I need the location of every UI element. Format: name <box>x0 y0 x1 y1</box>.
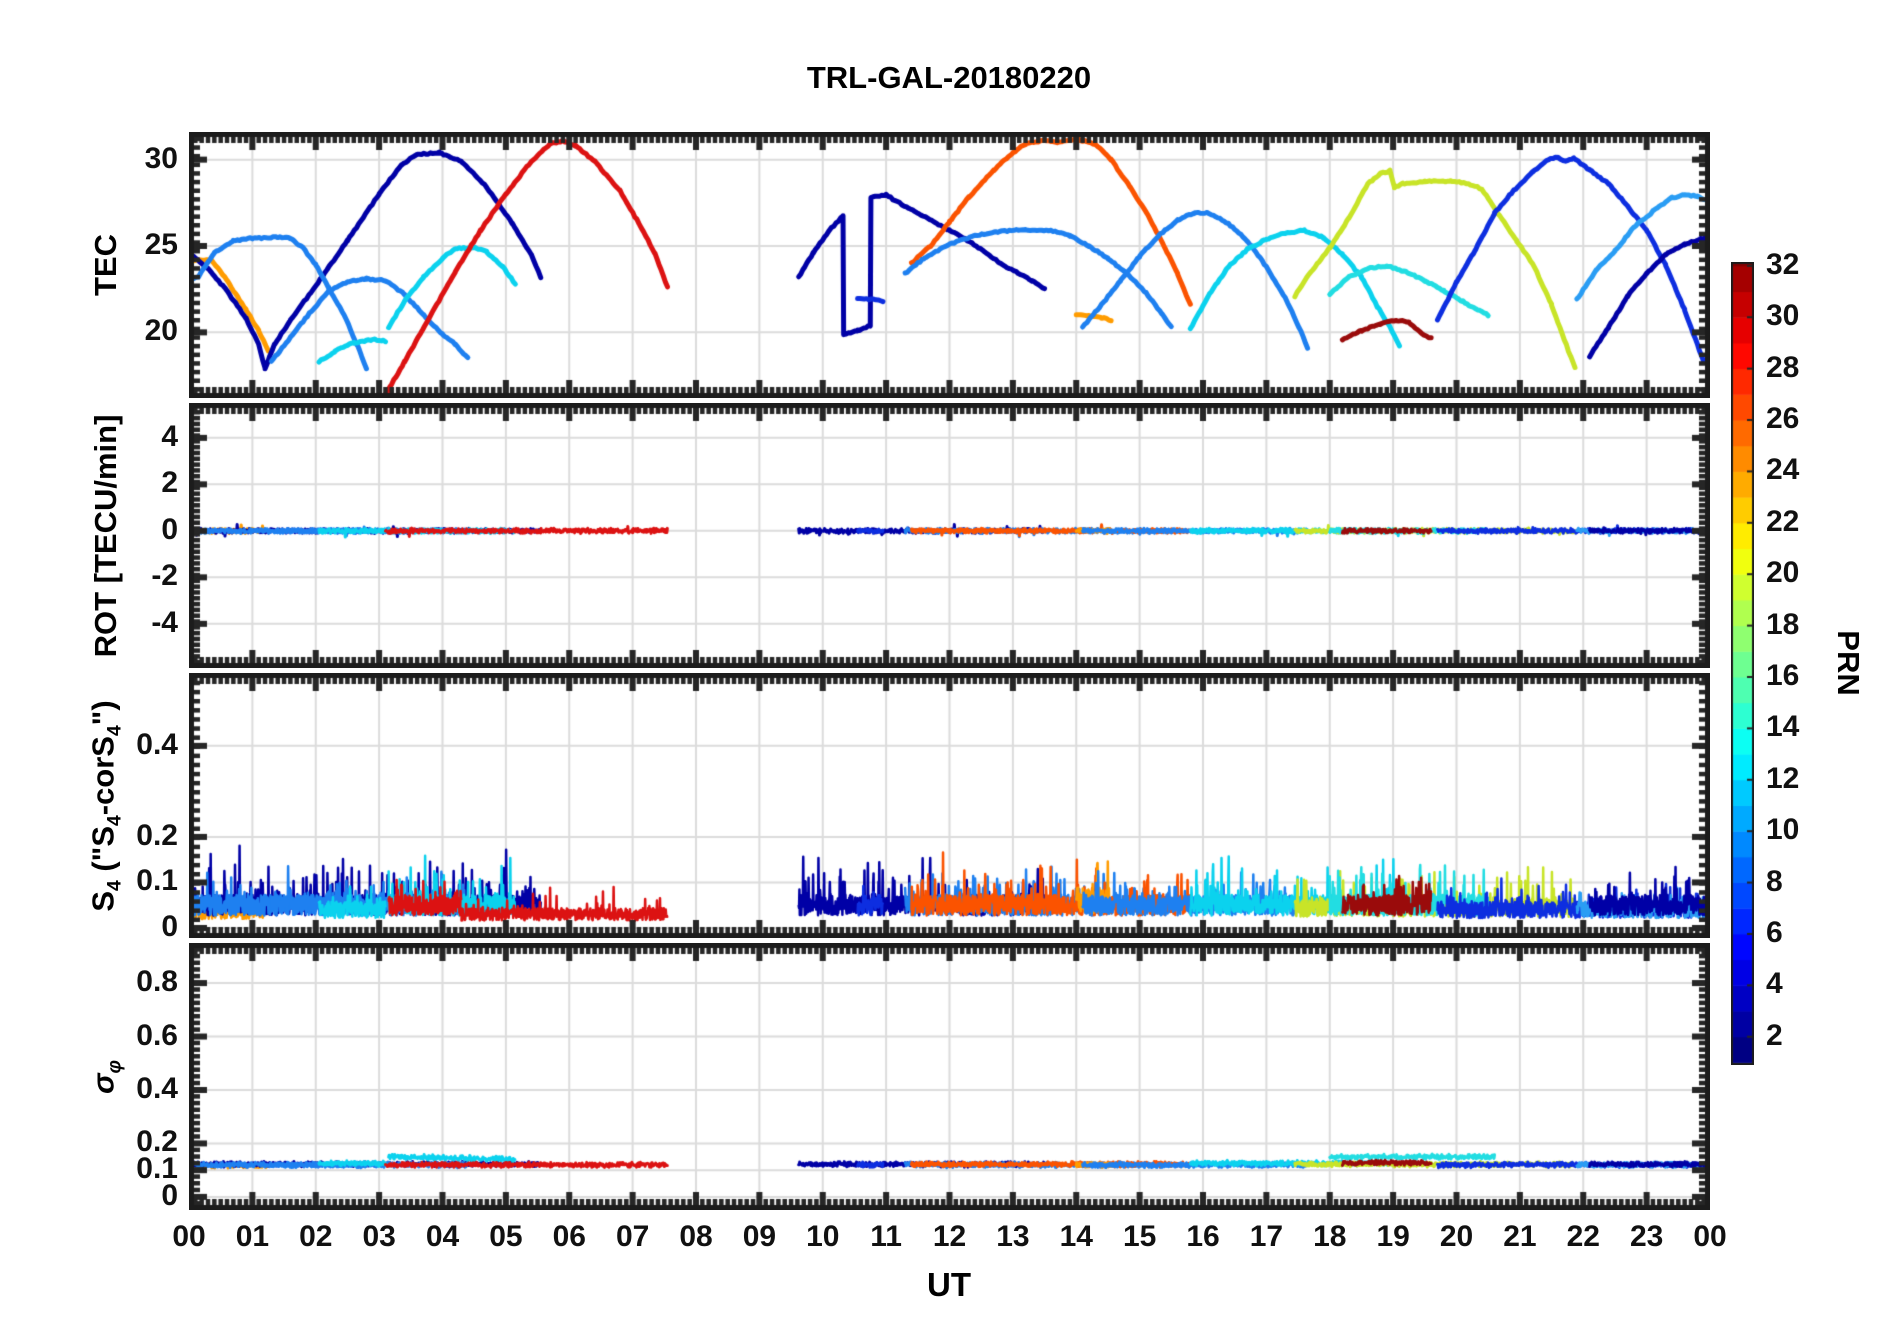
colorbar-tick-label: 12 <box>1766 761 1800 795</box>
y-axis-label-part: 4 <box>104 879 126 891</box>
colorbar-tick-label: 30 <box>1766 299 1800 333</box>
x-tick-label: 12 <box>932 1220 967 1253</box>
y-axis-label-part: -corS <box>85 735 121 815</box>
y-axis-label-s4: S4 ("S4-corS4") <box>85 700 126 911</box>
y-tick-label-sigma: 0 <box>161 1178 178 1212</box>
y-axis-label-part: φ <box>104 1059 126 1073</box>
y-tick-label-rot: -4 <box>151 605 178 639</box>
y-tick-label-s4: 0 <box>161 909 178 943</box>
panel-tec <box>189 132 1710 398</box>
x-tick-label: 09 <box>742 1220 777 1253</box>
colorbar-tick-label: 20 <box>1766 556 1800 590</box>
x-tick-label: 07 <box>615 1220 650 1253</box>
y-tick-label-s4: 0.2 <box>136 818 178 852</box>
y-axis-label-tec: TEC <box>88 234 124 296</box>
x-tick-label: 15 <box>1122 1220 1157 1253</box>
x-tick-label: 08 <box>679 1220 713 1253</box>
y-tick-label-sigma: 0.1 <box>136 1152 178 1186</box>
colorbar <box>1731 262 1754 1070</box>
x-tick-label: 18 <box>1313 1220 1347 1253</box>
x-tick-label: 14 <box>1059 1220 1093 1253</box>
x-tick-label: 10 <box>806 1220 840 1253</box>
x-tick-label: 00 <box>172 1220 206 1253</box>
y-axis-label-sigma: σφ <box>85 1059 126 1093</box>
y-tick-label-s4: 0.4 <box>136 727 178 761</box>
panel-sigma <box>189 943 1710 1210</box>
x-tick-label: 02 <box>299 1220 333 1253</box>
colorbar-tick-label: 10 <box>1766 813 1800 847</box>
y-tick-label-tec: 20 <box>144 314 178 348</box>
panel-s4 <box>189 673 1710 938</box>
colorbar-canvas <box>1731 262 1754 1065</box>
colorbar-label: PRN <box>1831 630 1866 696</box>
y-axis-label-part: 4 <box>104 724 126 736</box>
x-tick-label: 05 <box>489 1220 523 1253</box>
x-tick-label: 03 <box>362 1220 396 1253</box>
colorbar-tick-label: 8 <box>1766 864 1783 898</box>
colorbar-tick-label: 4 <box>1766 967 1783 1001</box>
x-tick-label: 19 <box>1376 1220 1410 1253</box>
y-tick-label-sigma: 0.4 <box>136 1071 178 1105</box>
x-tick-label: 11 <box>870 1220 902 1253</box>
x-tick-label: 22 <box>1566 1220 1600 1253</box>
x-tick-label: 16 <box>1186 1220 1220 1253</box>
y-tick-label-sigma: 0.2 <box>136 1125 178 1159</box>
y-axis-label-part: ("S <box>85 825 121 880</box>
panel-tec-canvas <box>189 132 1710 398</box>
x-axis-label: UT <box>927 1266 971 1303</box>
y-tick-label-rot: -2 <box>151 559 178 593</box>
panel-rot <box>189 403 1710 668</box>
colorbar-tick-label: 32 <box>1766 247 1800 281</box>
x-tick-label: 20 <box>1439 1220 1474 1253</box>
panel-sigma-canvas <box>189 943 1710 1210</box>
x-tick-label: 13 <box>996 1220 1030 1253</box>
colorbar-tick-label: 18 <box>1766 607 1800 641</box>
colorbar-tick-label: 22 <box>1766 504 1800 538</box>
y-tick-label-tec: 30 <box>144 141 178 175</box>
y-axis-label-part: TEC <box>88 234 123 296</box>
y-axis-label-part: 4 <box>104 814 126 826</box>
y-axis-label-part: ROT [TECU/min] <box>88 414 123 657</box>
y-tick-label-tec: 25 <box>144 228 178 261</box>
y-tick-label-rot: 2 <box>161 466 178 500</box>
x-tick-label: 23 <box>1629 1220 1664 1253</box>
colorbar-tick-label: 16 <box>1766 658 1800 692</box>
x-tick-label: 04 <box>425 1220 460 1253</box>
y-tick-label-s4: 0.1 <box>136 864 178 898</box>
chart-title: TRL-GAL-20180220 <box>806 60 1092 95</box>
y-tick-label-sigma: 0.8 <box>136 965 178 999</box>
colorbar-tick-label: 14 <box>1766 710 1800 744</box>
y-axis-label-part: σ <box>85 1072 121 1094</box>
colorbar-tick-label: 6 <box>1766 915 1783 949</box>
x-tick-label: 17 <box>1249 1220 1284 1253</box>
colorbar-tick-label: 2 <box>1766 1018 1783 1052</box>
y-tick-label-rot: 4 <box>161 419 178 453</box>
x-tick-label: 01 <box>235 1220 270 1253</box>
colorbar-tick-label: 24 <box>1766 453 1800 487</box>
y-tick-label-sigma: 0.6 <box>136 1018 178 1052</box>
x-tick-label: 00 <box>1693 1220 1727 1253</box>
colorbar-tick-label: 28 <box>1766 350 1800 384</box>
panel-s4-canvas <box>189 673 1710 938</box>
x-tick-label: 21 <box>1503 1220 1537 1253</box>
x-tick-label: 06 <box>552 1220 586 1253</box>
y-tick-label-rot: 0 <box>161 512 178 546</box>
y-axis-label-part: ") <box>85 699 121 725</box>
y-axis-label-rot: ROT [TECU/min] <box>88 414 124 657</box>
panel-rot-canvas <box>189 403 1710 668</box>
colorbar-tick-label: 26 <box>1766 402 1800 436</box>
y-axis-label-part: S <box>85 890 121 912</box>
